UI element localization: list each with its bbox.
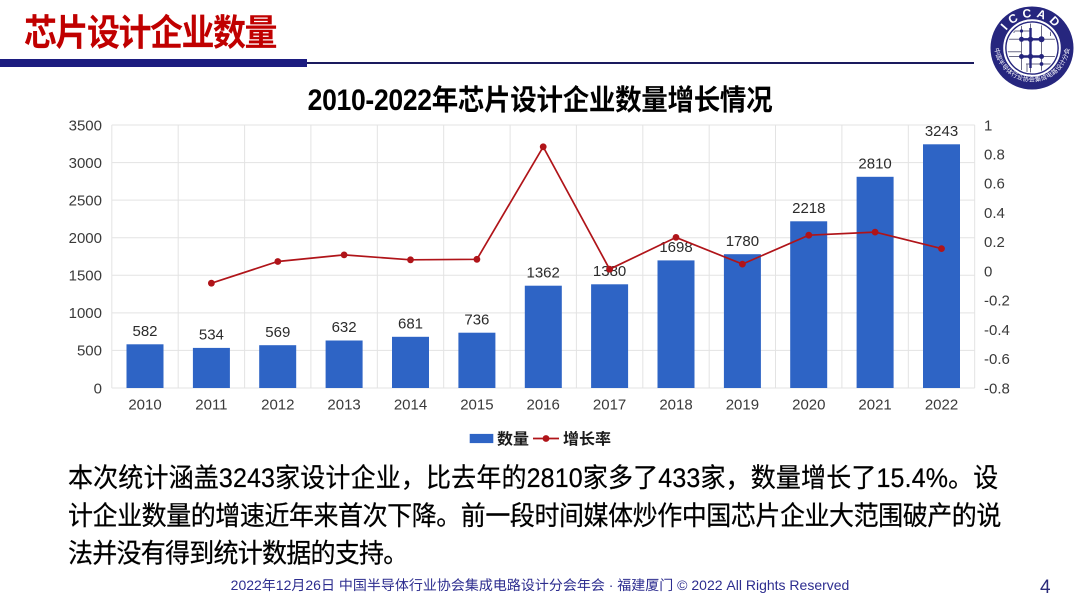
svg-text:2018: 2018 bbox=[659, 396, 692, 413]
svg-text:2012: 2012 bbox=[261, 396, 294, 413]
svg-text:-0.8: -0.8 bbox=[984, 380, 1010, 397]
svg-text:增长率: 增长率 bbox=[563, 431, 611, 449]
svg-text:582: 582 bbox=[132, 323, 157, 340]
svg-text:736: 736 bbox=[464, 311, 489, 328]
svg-text:2021: 2021 bbox=[858, 396, 891, 413]
svg-text:3243: 3243 bbox=[925, 123, 958, 140]
svg-text:2022: 2022 bbox=[925, 396, 958, 413]
svg-text:2013: 2013 bbox=[327, 396, 360, 413]
svg-text:2218: 2218 bbox=[792, 200, 825, 217]
svg-text:569: 569 bbox=[265, 324, 290, 341]
svg-text:1780: 1780 bbox=[726, 233, 759, 250]
svg-text:0.4: 0.4 bbox=[984, 205, 1005, 222]
svg-text:3500: 3500 bbox=[69, 117, 102, 134]
svg-text:1698: 1698 bbox=[659, 239, 692, 256]
svg-text:2014: 2014 bbox=[394, 396, 427, 413]
svg-text:1362: 1362 bbox=[527, 264, 560, 281]
svg-text:2020: 2020 bbox=[792, 396, 825, 413]
svg-text:632: 632 bbox=[332, 319, 357, 336]
svg-text:1: 1 bbox=[984, 117, 992, 134]
svg-text:681: 681 bbox=[398, 316, 423, 333]
svg-text:2015: 2015 bbox=[460, 396, 493, 413]
svg-text:-0.4: -0.4 bbox=[984, 322, 1010, 339]
svg-text:2500: 2500 bbox=[69, 192, 102, 209]
svg-text:2019: 2019 bbox=[726, 396, 759, 413]
svg-text:-0.2: -0.2 bbox=[984, 293, 1010, 310]
svg-text:500: 500 bbox=[77, 343, 102, 360]
svg-text:0: 0 bbox=[984, 263, 992, 280]
svg-text:3000: 3000 bbox=[69, 155, 102, 172]
svg-text:0.2: 0.2 bbox=[984, 234, 1005, 251]
svg-text:2011: 2011 bbox=[195, 396, 227, 413]
svg-text:0.6: 0.6 bbox=[984, 176, 1005, 193]
svg-text:0: 0 bbox=[94, 380, 102, 397]
svg-text:1000: 1000 bbox=[69, 305, 102, 322]
svg-text:2000: 2000 bbox=[69, 230, 102, 247]
svg-text:2016: 2016 bbox=[527, 396, 560, 413]
svg-text:0.8: 0.8 bbox=[984, 147, 1005, 164]
svg-text:1500: 1500 bbox=[69, 268, 102, 285]
svg-text:数量: 数量 bbox=[497, 431, 529, 449]
svg-text:534: 534 bbox=[199, 327, 224, 344]
svg-text:-0.6: -0.6 bbox=[984, 351, 1010, 368]
svg-text:2017: 2017 bbox=[593, 396, 626, 413]
svg-text:2010: 2010 bbox=[128, 396, 161, 413]
svg-text:2810: 2810 bbox=[858, 156, 891, 173]
